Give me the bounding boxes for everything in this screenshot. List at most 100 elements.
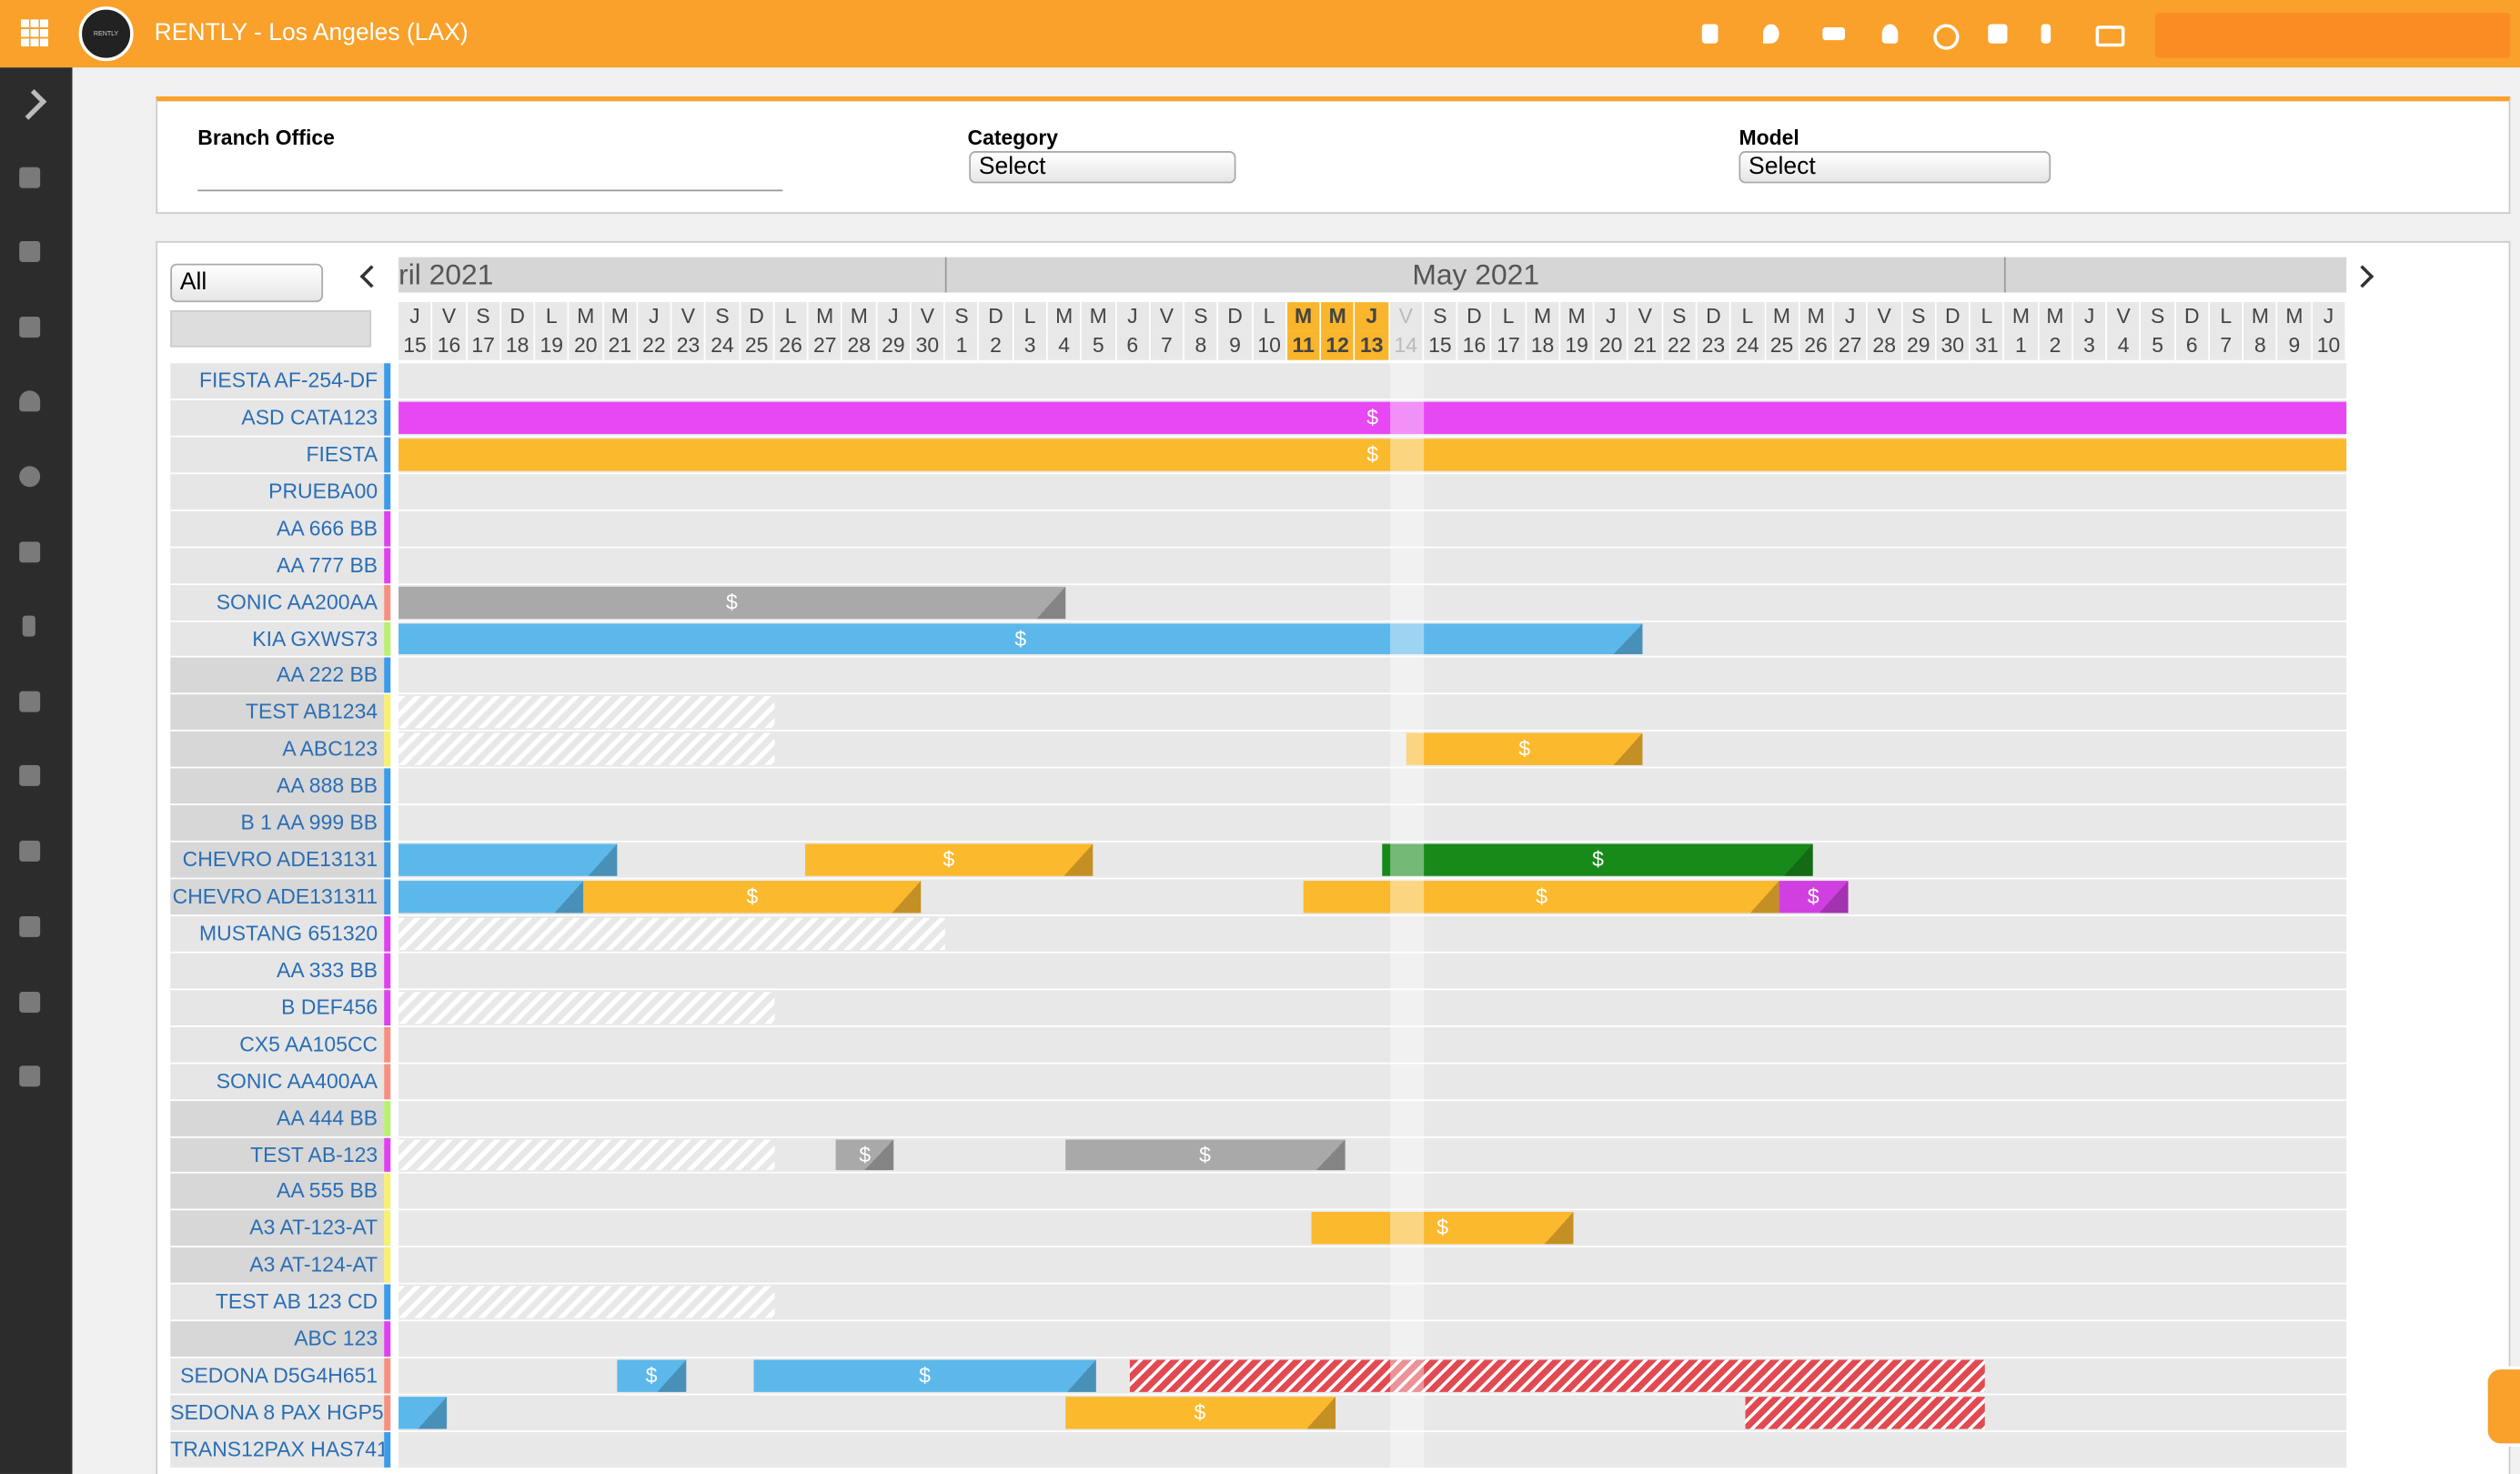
vehicle-label[interactable]: SONIC AA400AA bbox=[170, 1063, 385, 1099]
icon[interactable] bbox=[1701, 24, 1719, 44]
nav-icon[interactable] bbox=[19, 240, 41, 262]
nav-icon[interactable] bbox=[19, 991, 41, 1013]
nav-icon[interactable] bbox=[19, 1065, 41, 1087]
booking[interactable] bbox=[1129, 1359, 1985, 1392]
vehicle-label[interactable]: A ABC123 bbox=[170, 732, 385, 768]
booking[interactable] bbox=[1745, 1397, 1985, 1429]
booking[interactable]: $ bbox=[398, 586, 1065, 619]
booking[interactable]: $ bbox=[805, 843, 1093, 876]
booking[interactable] bbox=[398, 843, 618, 876]
booking[interactable]: $ bbox=[582, 881, 922, 914]
booking[interactable] bbox=[398, 917, 946, 950]
nav-icon[interactable] bbox=[19, 764, 41, 786]
booking-end bbox=[1613, 622, 1643, 655]
vehicle-label[interactable]: AA 222 BB bbox=[170, 658, 385, 694]
vehicle-label[interactable]: TEST AB 123 CD bbox=[170, 1284, 385, 1320]
nav-icon[interactable] bbox=[19, 317, 41, 338]
vehicle-label[interactable]: KIA GXWS73 bbox=[170, 621, 385, 657]
booking[interactable]: $ bbox=[398, 439, 2347, 471]
vehicle-label[interactable]: SEDONA D5G4H651 bbox=[170, 1358, 385, 1394]
nav-icon[interactable] bbox=[19, 167, 41, 188]
search-input[interactable] bbox=[2154, 13, 2511, 58]
vehicle-label[interactable]: AA 666 BB bbox=[170, 510, 385, 547]
booking[interactable] bbox=[398, 1138, 775, 1171]
chat-button[interactable] bbox=[2485, 1366, 2520, 1447]
vehicle-search[interactable] bbox=[170, 309, 372, 348]
booking[interactable] bbox=[398, 881, 583, 914]
vehicle-label[interactable]: ABC 123 bbox=[170, 1321, 385, 1358]
icon[interactable] bbox=[1988, 24, 2008, 44]
vehicle-label[interactable]: AA 888 BB bbox=[170, 768, 385, 804]
row-track bbox=[398, 1174, 2347, 1210]
icon[interactable] bbox=[2041, 24, 2051, 44]
booking[interactable]: $ bbox=[398, 401, 2347, 434]
vehicle-label[interactable]: ASD CATA123 bbox=[170, 399, 385, 436]
day-letter: S bbox=[1423, 302, 1458, 331]
vehicle-color bbox=[384, 1026, 391, 1063]
nav-icon[interactable] bbox=[19, 691, 41, 712]
booking[interactable] bbox=[398, 1397, 447, 1429]
booking[interactable]: $ bbox=[753, 1359, 1096, 1392]
icon[interactable] bbox=[2095, 25, 2125, 47]
booking[interactable]: $ bbox=[1311, 1212, 1575, 1245]
booking[interactable]: $ bbox=[617, 1359, 686, 1392]
booking[interactable]: $ bbox=[1406, 733, 1643, 766]
category-select[interactable]: Select bbox=[969, 151, 1236, 184]
day-letter: M bbox=[1082, 302, 1116, 331]
apps-icon[interactable] bbox=[20, 19, 48, 47]
vehicle-label[interactable]: FIESTA bbox=[170, 437, 385, 472]
booking[interactable]: $ bbox=[1304, 881, 1779, 914]
booking[interactable] bbox=[398, 991, 775, 1024]
day-letter: V bbox=[1150, 302, 1185, 331]
model-select[interactable]: Select bbox=[1739, 151, 2051, 184]
icon[interactable] bbox=[1762, 24, 1779, 44]
nav-icon[interactable] bbox=[19, 466, 41, 488]
booking[interactable]: $ bbox=[835, 1138, 894, 1171]
vehicle-label[interactable]: B DEF456 bbox=[170, 989, 385, 1025]
vehicle-label[interactable]: TEST AB-123 bbox=[170, 1136, 385, 1173]
vehicle-label[interactable]: AA 555 BB bbox=[170, 1174, 385, 1210]
booking[interactable]: $ bbox=[1382, 843, 1814, 876]
vehicle-label[interactable]: PRUEBA00 bbox=[170, 473, 385, 510]
day-letter: M bbox=[842, 302, 877, 331]
vehicle-label[interactable]: FIESTA AF-254-DF bbox=[170, 363, 385, 399]
booking[interactable] bbox=[398, 733, 775, 766]
nav-icon[interactable] bbox=[22, 615, 35, 637]
vehicle-label[interactable]: AA 333 BB bbox=[170, 953, 385, 989]
vehicle-label[interactable]: A3 AT-124-AT bbox=[170, 1247, 385, 1284]
vehicle-label[interactable]: AA 777 BB bbox=[170, 547, 385, 583]
branch-input[interactable] bbox=[197, 162, 783, 192]
vehicle-color bbox=[384, 805, 391, 842]
vehicle-label[interactable]: SEDONA 8 PAX HGP5( bbox=[170, 1395, 385, 1431]
nav-icon[interactable] bbox=[19, 541, 41, 563]
nav-icon[interactable] bbox=[19, 915, 41, 937]
vehicle-label[interactable]: TEST AB1234 bbox=[170, 694, 385, 731]
booking[interactable]: $ bbox=[1779, 881, 1848, 914]
booking[interactable] bbox=[398, 696, 775, 729]
vehicle-label[interactable]: B 1 AA 999 BB bbox=[170, 805, 385, 842]
booking[interactable]: $ bbox=[1064, 1138, 1346, 1171]
booking[interactable]: $ bbox=[1064, 1397, 1336, 1429]
vehicle-label[interactable]: TRANS12PAX HAS741 bbox=[170, 1431, 385, 1468]
vehicle-label[interactable]: CHEVRO ADE131311 bbox=[170, 879, 385, 915]
vehicle-label[interactable]: SONIC AA200AA bbox=[170, 584, 385, 621]
vehicle-label[interactable]: MUSTANG 651320 bbox=[170, 915, 385, 952]
day-letter: J bbox=[1355, 302, 1390, 331]
vehicle-color bbox=[384, 1100, 391, 1136]
vehicle-label[interactable]: CHEVRO ADE13131 bbox=[170, 842, 385, 878]
day-number: 16 bbox=[1457, 330, 1493, 360]
vehicle-label[interactable]: AA 444 BB bbox=[170, 1100, 385, 1136]
day-letter: M bbox=[569, 302, 604, 331]
nav-icon[interactable] bbox=[19, 840, 41, 862]
booking[interactable]: $ bbox=[398, 622, 1643, 655]
day-number: 2 bbox=[979, 330, 1014, 360]
vehicle-label[interactable]: A3 AT-123-AT bbox=[170, 1210, 385, 1247]
logo[interactable]: RENTLY bbox=[78, 6, 134, 62]
icon[interactable] bbox=[1822, 27, 1846, 41]
nav-icon[interactable] bbox=[19, 390, 41, 412]
group-select[interactable]: All bbox=[170, 263, 324, 303]
icon[interactable] bbox=[1881, 24, 1899, 44]
icon[interactable] bbox=[1933, 24, 1960, 50]
booking[interactable] bbox=[398, 1286, 775, 1318]
vehicle-label[interactable]: CX5 AA105CC bbox=[170, 1026, 385, 1063]
